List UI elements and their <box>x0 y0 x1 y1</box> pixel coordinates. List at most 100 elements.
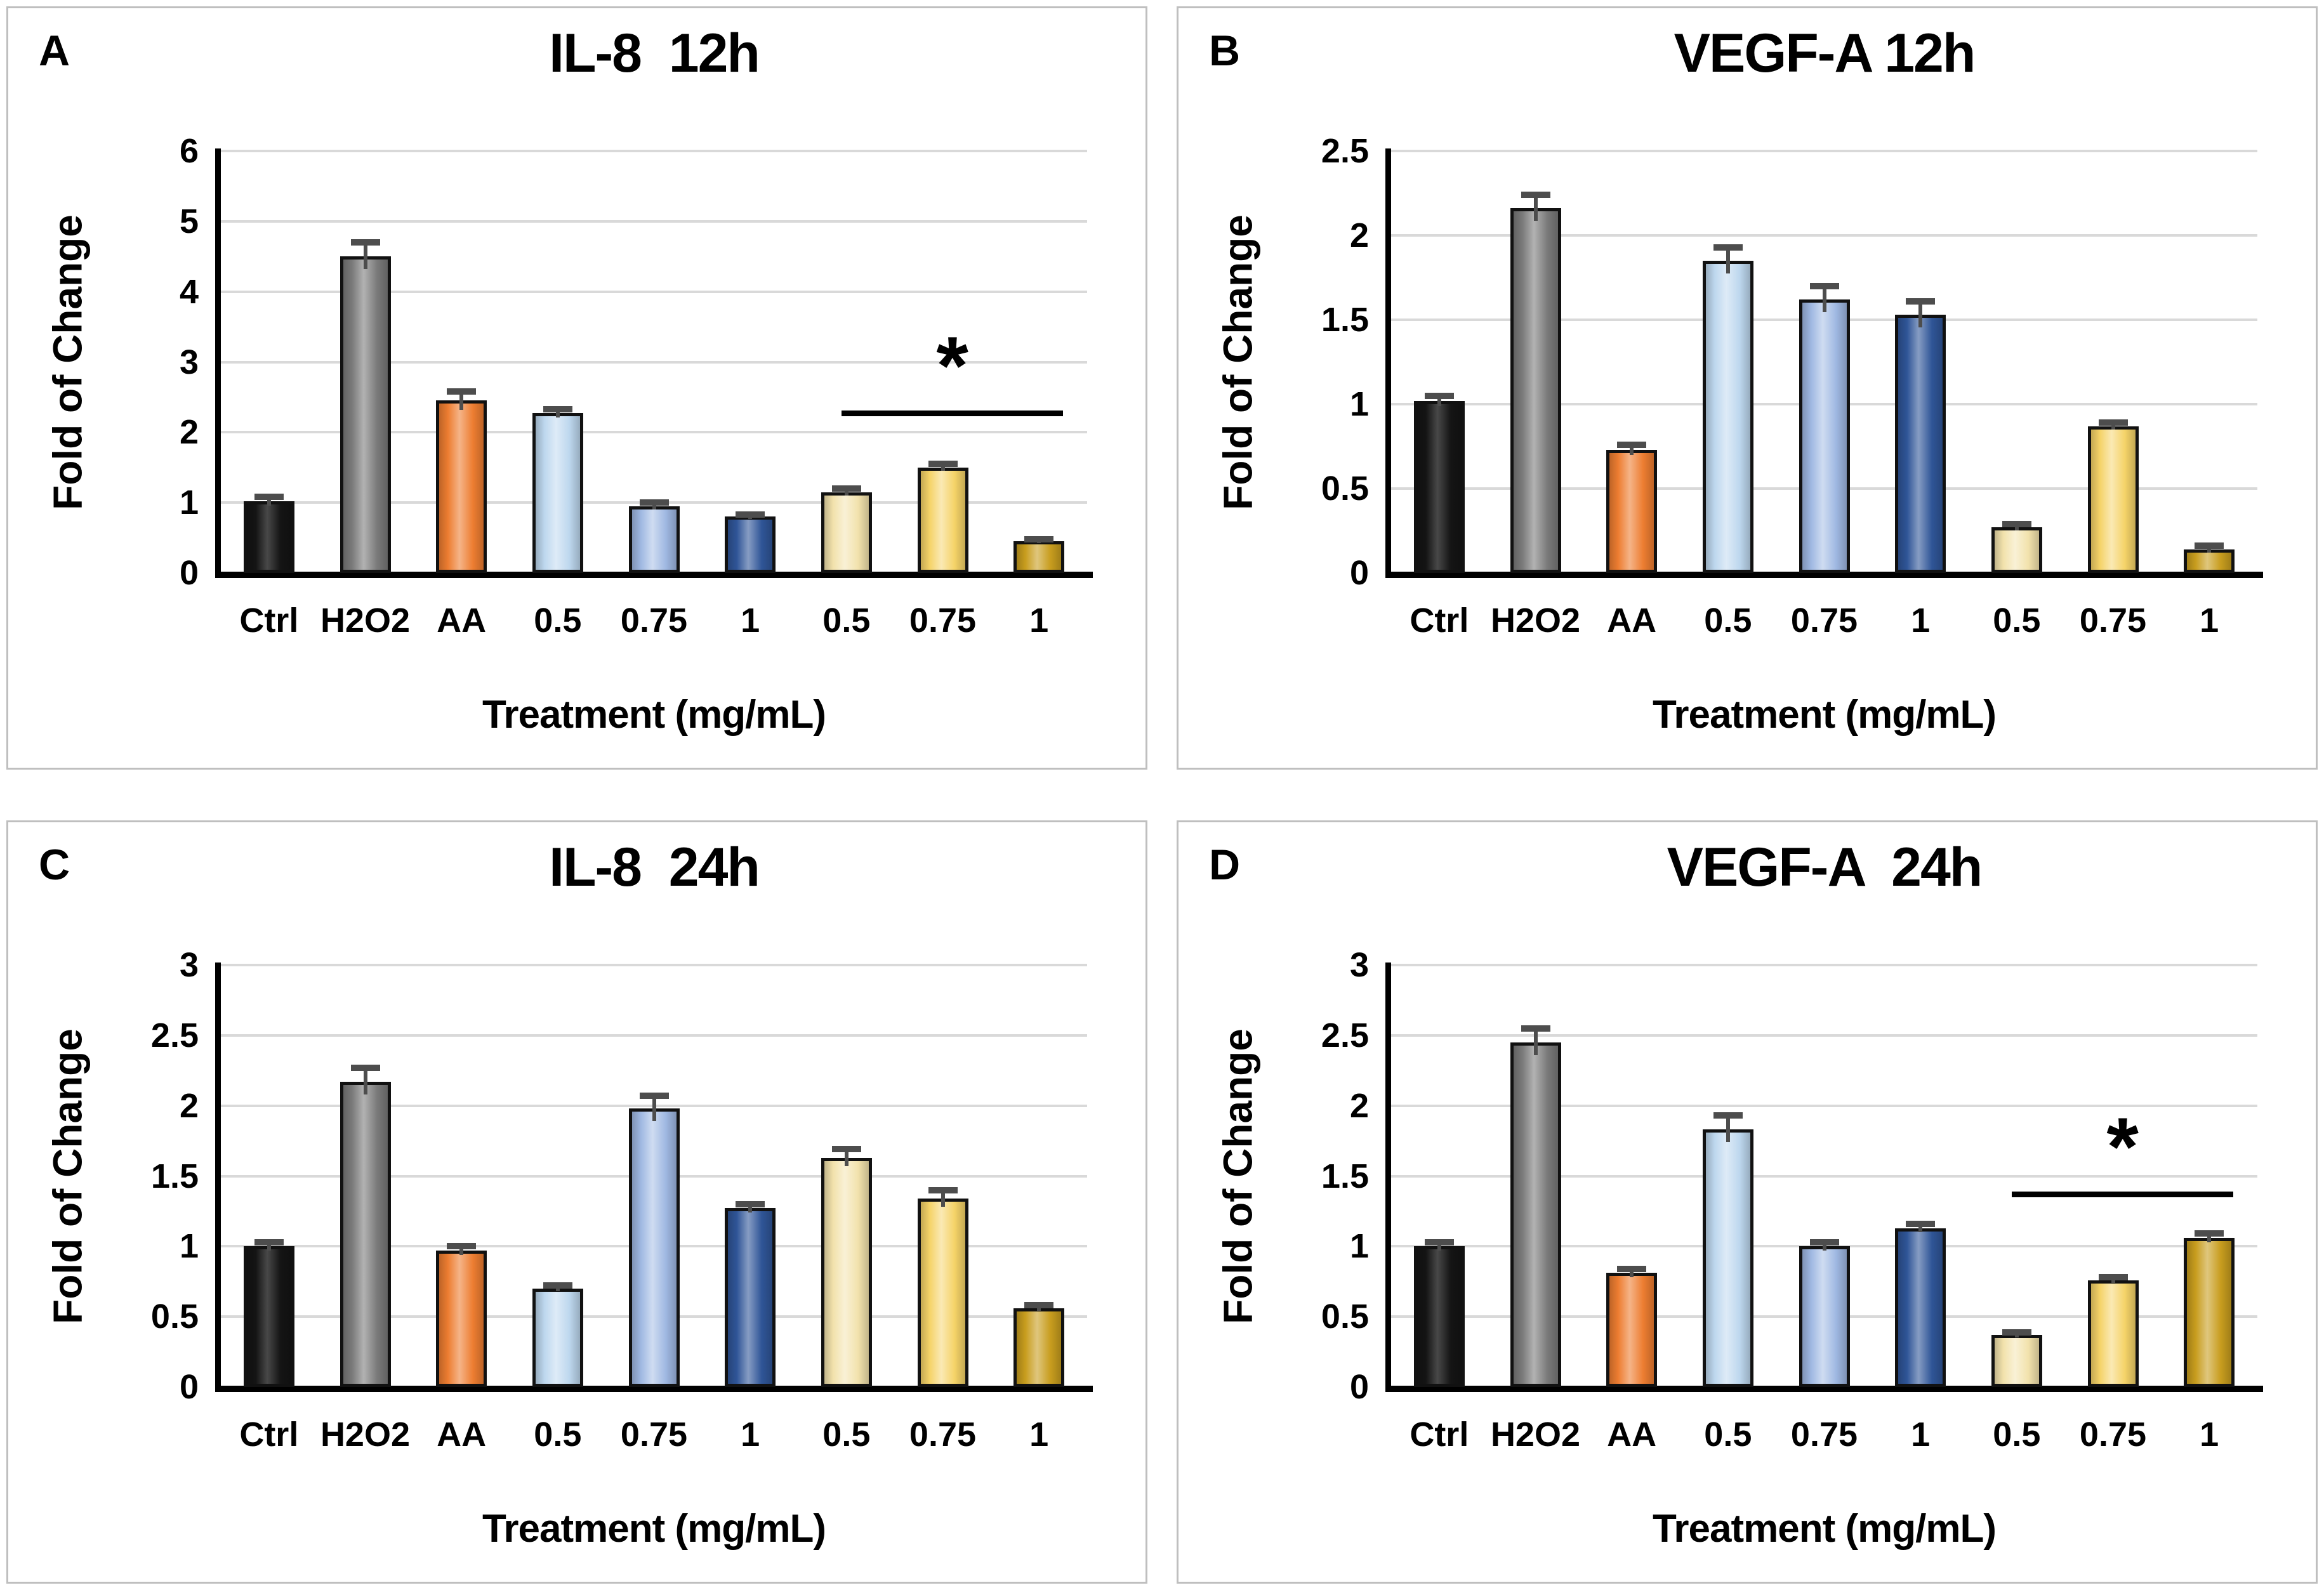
error-bar-line <box>1437 395 1441 406</box>
gridline <box>1391 1104 2257 1107</box>
y-tick-label: 6 <box>179 132 199 170</box>
y-tick-label: 4 <box>179 272 199 311</box>
y-axis-line <box>215 963 221 1390</box>
gridline <box>1391 234 2257 237</box>
y-tick-label: 3 <box>179 946 199 984</box>
bar <box>1013 541 1065 573</box>
gridline <box>221 431 1087 434</box>
error-bar-cap <box>1024 535 1054 542</box>
significance-star: * <box>2106 1100 2139 1193</box>
error-bar-cap <box>928 461 958 468</box>
error-bar-cap <box>447 1243 477 1250</box>
error-bar-line <box>267 1242 271 1251</box>
plot-area: 0 0.5 1 1.5 2 2.5 3 Ctrl H2O2 AA 0.5 0.75 1 0.5 0.75 1 * <box>1321 948 2263 1452</box>
error-bar-cap <box>447 388 477 395</box>
bar <box>1799 299 1850 573</box>
error-bar-cap <box>350 239 380 246</box>
error-bar-line <box>941 1190 945 1207</box>
error-bar-line <box>1726 1115 1730 1143</box>
x-tick-label: 0.5 <box>1704 1416 1752 1454</box>
error-bar-line <box>1822 1242 1826 1251</box>
error-bar-line <box>1918 1223 1923 1233</box>
y-tick-label: 2.5 <box>150 1016 199 1055</box>
error-bar-line <box>748 1204 753 1213</box>
error-bar-line <box>555 409 560 418</box>
bar <box>340 1081 391 1387</box>
error-bar-cap <box>1906 1220 1936 1227</box>
x-tick-label: 1 <box>741 1416 760 1454</box>
x-axis-title: Treatment (mg/mL) <box>482 693 826 737</box>
x-tick-label: 0.75 <box>620 601 688 640</box>
panel-label-c: C <box>39 841 70 889</box>
x-tick-label: 0.5 <box>1993 1416 2041 1454</box>
panel-a: A IL-8 12h Fold of Change 0 1 2 3 4 5 6 Ctrl H2O… <box>6 6 1147 770</box>
gridline <box>1391 964 2257 966</box>
error-bar-line <box>1918 301 1923 327</box>
y-tick-label: 0.5 <box>1321 1298 1369 1336</box>
bar <box>1991 1334 2042 1387</box>
chart-title: IL-8 24h <box>549 837 760 898</box>
gridline <box>221 360 1087 364</box>
y-tick-label: 2 <box>1349 1086 1369 1125</box>
y-tick-label: 0.5 <box>1321 470 1369 508</box>
chart-title: VEGF-A 12h <box>1674 23 1976 84</box>
x-tick-label: 0.5 <box>534 1416 582 1454</box>
x-tick-label: 0.5 <box>534 601 582 640</box>
x-tick-label: AA <box>1607 1416 1657 1454</box>
bar <box>2184 549 2235 573</box>
error-bar-line <box>1726 247 1730 273</box>
gridline <box>221 964 1087 966</box>
x-tick-label: 0.75 <box>909 601 977 640</box>
y-axis-line <box>1385 148 1391 575</box>
gridline <box>221 220 1087 223</box>
error-bar-cap <box>2002 520 2031 527</box>
bar <box>1895 315 1946 573</box>
x-tick-label: AA <box>437 601 487 640</box>
y-axis-title: Fold of Change <box>1215 214 1261 510</box>
error-bar-cap <box>1024 1302 1054 1309</box>
plot-area: 0 0.5 1 1.5 2 2.5 3 Ctrl H2O2 AA 0.5 0.75 1 0.5 0.75 1 <box>151 948 1093 1452</box>
gridline <box>1391 1174 2257 1178</box>
bar <box>821 492 872 573</box>
error-bar-cap <box>254 494 284 501</box>
x-tick-label: 1 <box>741 601 760 640</box>
error-bar-line <box>1533 1028 1538 1055</box>
error-bar-cap <box>2195 542 2224 549</box>
panel-d: D VEGF-A 24h Fold of Change 0 0.5 1 1.5 2 2.5… <box>1177 820 2318 1584</box>
y-axis-line <box>215 148 221 575</box>
x-tick-label: 1 <box>1029 1416 1049 1454</box>
bar <box>243 1246 294 1387</box>
bar <box>436 1250 487 1387</box>
bar <box>1510 1042 1561 1387</box>
x-tick-label: H2O2 <box>1490 601 1581 640</box>
error-bar-line <box>363 242 367 270</box>
y-tick-label: 1 <box>1349 385 1369 423</box>
error-bar-line <box>267 497 271 506</box>
x-tick-label: 0.75 <box>1790 601 1858 640</box>
y-tick-label: 2 <box>179 1086 199 1125</box>
significance-line <box>2012 1192 2234 1198</box>
plot-area: 0 0.5 1 1.5 2 2.5 Ctrl H2O2 AA 0.5 0.75 1 0.5 0.75 1 <box>1321 134 2263 638</box>
y-tick-label: 1.5 <box>1321 1157 1369 1195</box>
plot-area: 0 1 2 3 4 5 6 Ctrl H2O2 AA 0.5 0.75 1 0.5 0.75 1 * <box>180 134 1093 638</box>
error-bar-line <box>844 489 848 496</box>
x-tick-label: Ctrl <box>239 1416 299 1454</box>
error-bar-cap <box>1521 1025 1550 1032</box>
error-bar-line <box>2207 1233 2212 1242</box>
panel-c: C IL-8 24h Fold of Change 0 0.5 1 1.5 2 2.5 3 C… <box>6 820 1147 1584</box>
x-tick-label: 1 <box>2200 601 2219 640</box>
bar <box>1013 1308 1065 1387</box>
error-bar-line <box>459 391 464 410</box>
x-tick-label: H2O2 <box>320 601 411 640</box>
bar <box>1606 449 1658 573</box>
error-bar-line <box>1630 1268 1634 1278</box>
error-bar-cap <box>639 499 669 506</box>
y-tick-label: 0.5 <box>150 1298 199 1336</box>
y-tick-label: 0 <box>179 1368 199 1406</box>
panel-label-b: B <box>1209 27 1241 75</box>
x-axis-title: Treatment (mg/mL) <box>1652 1507 1997 1551</box>
y-tick-label: 1 <box>179 483 199 522</box>
bar <box>1702 260 1753 573</box>
error-bar-cap <box>1617 1265 1647 1272</box>
